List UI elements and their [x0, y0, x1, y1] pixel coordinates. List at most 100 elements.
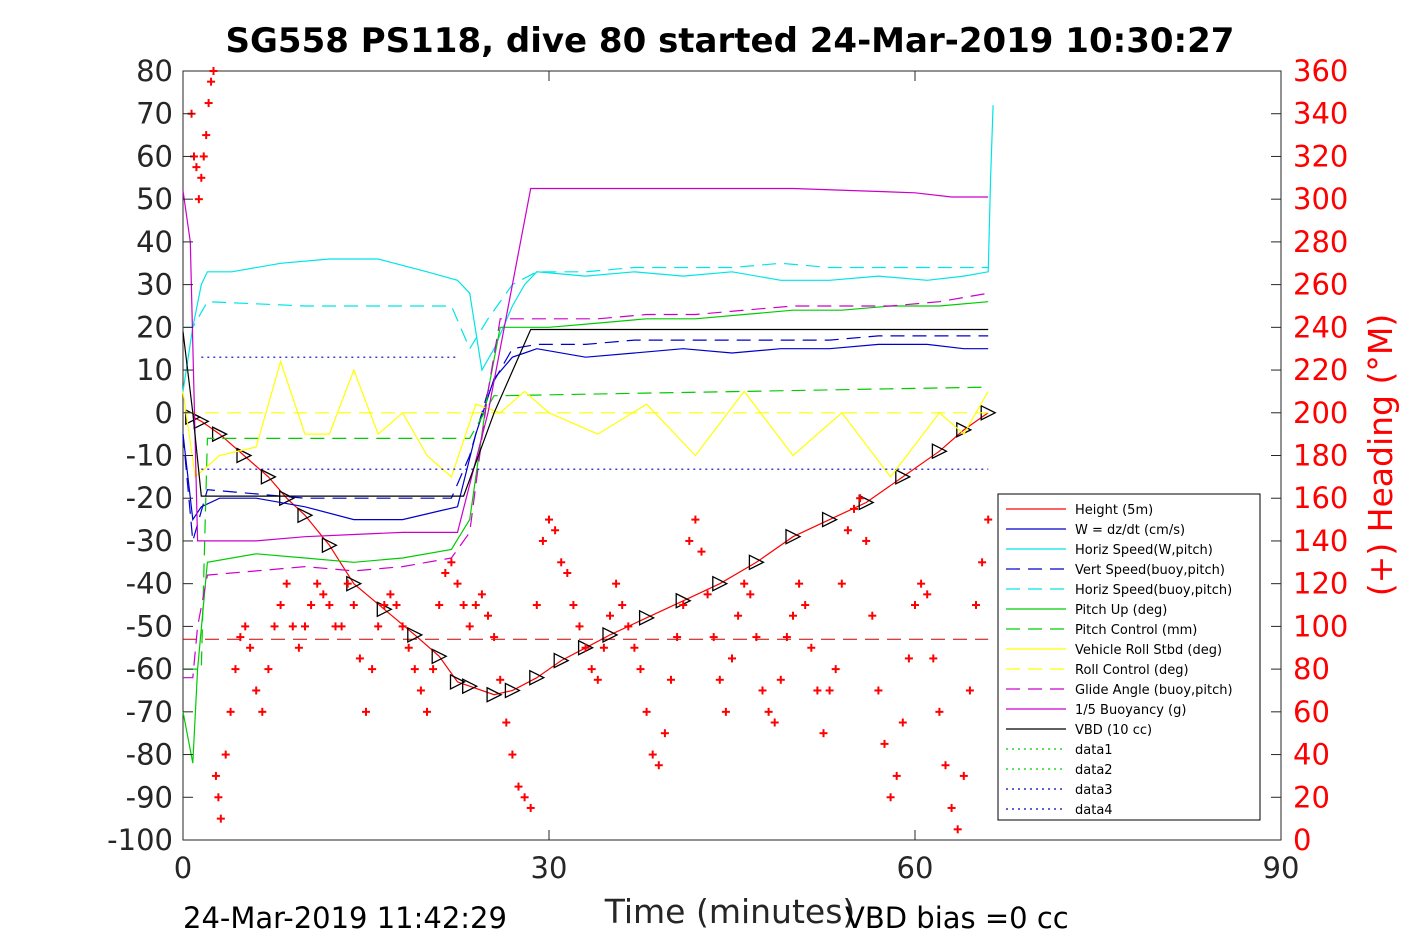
heading-marker [715, 675, 724, 684]
heading-marker [209, 67, 218, 75]
height-marker [785, 528, 802, 545]
y-tick-label: 70 [136, 97, 173, 131]
heading-marker [947, 803, 956, 812]
heading-marker [551, 526, 560, 535]
heading-marker [231, 665, 240, 674]
heading-marker [911, 601, 919, 610]
heading-marker [221, 750, 230, 759]
y-tick-label: 10 [136, 353, 173, 387]
height-marker [553, 652, 570, 669]
heading-marker [325, 601, 334, 610]
heading-marker [728, 654, 736, 663]
heading-marker [801, 601, 810, 610]
heading-marker [892, 771, 901, 780]
x-tick-label: 30 [531, 851, 568, 885]
heading-marker [850, 504, 858, 513]
height-marker [712, 575, 729, 592]
height-marker [297, 507, 314, 524]
heading-marker [837, 579, 846, 588]
heading-marker [194, 195, 203, 204]
heading-marker [508, 750, 517, 759]
legend-entry: Pitch Up (deg) [1075, 603, 1167, 618]
heading-marker [270, 622, 279, 631]
legend-entry: Roll Control (deg) [1075, 663, 1189, 678]
series-line-w-dz-dt-cm-s- [182, 343, 989, 522]
heading-marker [868, 611, 877, 620]
heading-marker [202, 131, 211, 140]
y-tick-label: 60 [136, 139, 173, 173]
series-line-glide-angle-buoy-pitch- [183, 292, 989, 679]
height-marker [462, 678, 479, 695]
y-tick-label: -100 [107, 823, 173, 857]
heading-marker [226, 707, 235, 716]
heading-marker [520, 793, 529, 802]
legend-entry: data4 [1075, 803, 1113, 818]
heading-marker [569, 601, 578, 610]
heading-marker [636, 665, 645, 674]
heading-marker [935, 707, 944, 716]
height-marker [858, 494, 875, 511]
legend-entry: data3 [1075, 783, 1113, 798]
heading-marker [404, 643, 413, 652]
heading-marker [246, 643, 255, 652]
footer-end-time: 24-Mar-2019 11:42:29 [183, 901, 507, 935]
y-tick-label: 20 [136, 310, 173, 344]
y2-tick-label: 160 [1293, 481, 1348, 515]
heading-marker [374, 622, 383, 631]
heading-marker [862, 536, 871, 545]
y2-tick-label: 20 [1293, 780, 1330, 814]
heading-marker [618, 601, 627, 610]
height-marker [321, 537, 338, 554]
heading-marker [886, 793, 895, 802]
height-marker [931, 443, 948, 460]
height-marker [260, 468, 277, 485]
heading-marker [204, 99, 213, 108]
heading-marker [685, 536, 694, 545]
right-axis-label: (+) Heading (°M) [1361, 314, 1400, 596]
legend-entry: W = dz/dt (cm/s) [1075, 523, 1185, 538]
heading-marker [301, 622, 309, 631]
y-tick-label: -90 [126, 780, 173, 814]
height-marker [407, 626, 424, 643]
series-line-pitch-control-mm- [183, 386, 989, 670]
heading-marker [843, 526, 852, 535]
series-line-vbd-10-cc- [182, 328, 989, 497]
heading-marker [923, 590, 932, 599]
heading-marker [502, 718, 511, 727]
height-marker [504, 682, 521, 699]
heading-marker [587, 665, 596, 674]
axes-layer: 80706050403020100-10-20-30-40-50-60-70-8… [107, 54, 1348, 885]
heading-marker [593, 675, 602, 684]
series-line-vehicle-roll-stbd-deg- [182, 359, 989, 479]
heading-marker [776, 675, 785, 684]
heading-marker [721, 707, 730, 716]
y-tick-label: -40 [126, 567, 173, 601]
heading-marker [362, 707, 370, 716]
y-tick-label: -30 [126, 524, 173, 558]
legend-entry: VBD (10 cc) [1075, 723, 1152, 738]
heading-marker [441, 568, 450, 577]
heading-marker [386, 590, 395, 599]
heading-marker [258, 707, 267, 716]
series-line-vert-speed-buoy-pitch- [182, 335, 989, 542]
y-tick-label: 40 [136, 225, 173, 259]
heading-marker [410, 665, 419, 674]
height-marker [529, 669, 546, 686]
series-line-horiz-speed-w-pitch- [182, 105, 994, 392]
legend-entry: Glide Angle (buoy,pitch) [1075, 683, 1233, 698]
heading-marker [216, 814, 225, 823]
y-tick-label: -80 [126, 738, 173, 772]
legend: Height (5m) W = dz/dt (cm/s) Horiz Speed(W… [997, 493, 1261, 821]
heading-marker [471, 601, 480, 610]
height-marker [279, 490, 296, 507]
heading-marker [343, 579, 352, 588]
heading-marker [679, 601, 688, 610]
y2-tick-label: 80 [1293, 652, 1330, 686]
y2-tick-label: 100 [1293, 609, 1348, 643]
heading-marker [288, 622, 297, 631]
legend-entry: Vehicle Roll Stbd (deg) [1075, 643, 1222, 658]
height-marker [236, 447, 253, 464]
legend-box [997, 493, 1261, 821]
heading-marker [282, 579, 291, 588]
heading-marker [654, 761, 663, 770]
